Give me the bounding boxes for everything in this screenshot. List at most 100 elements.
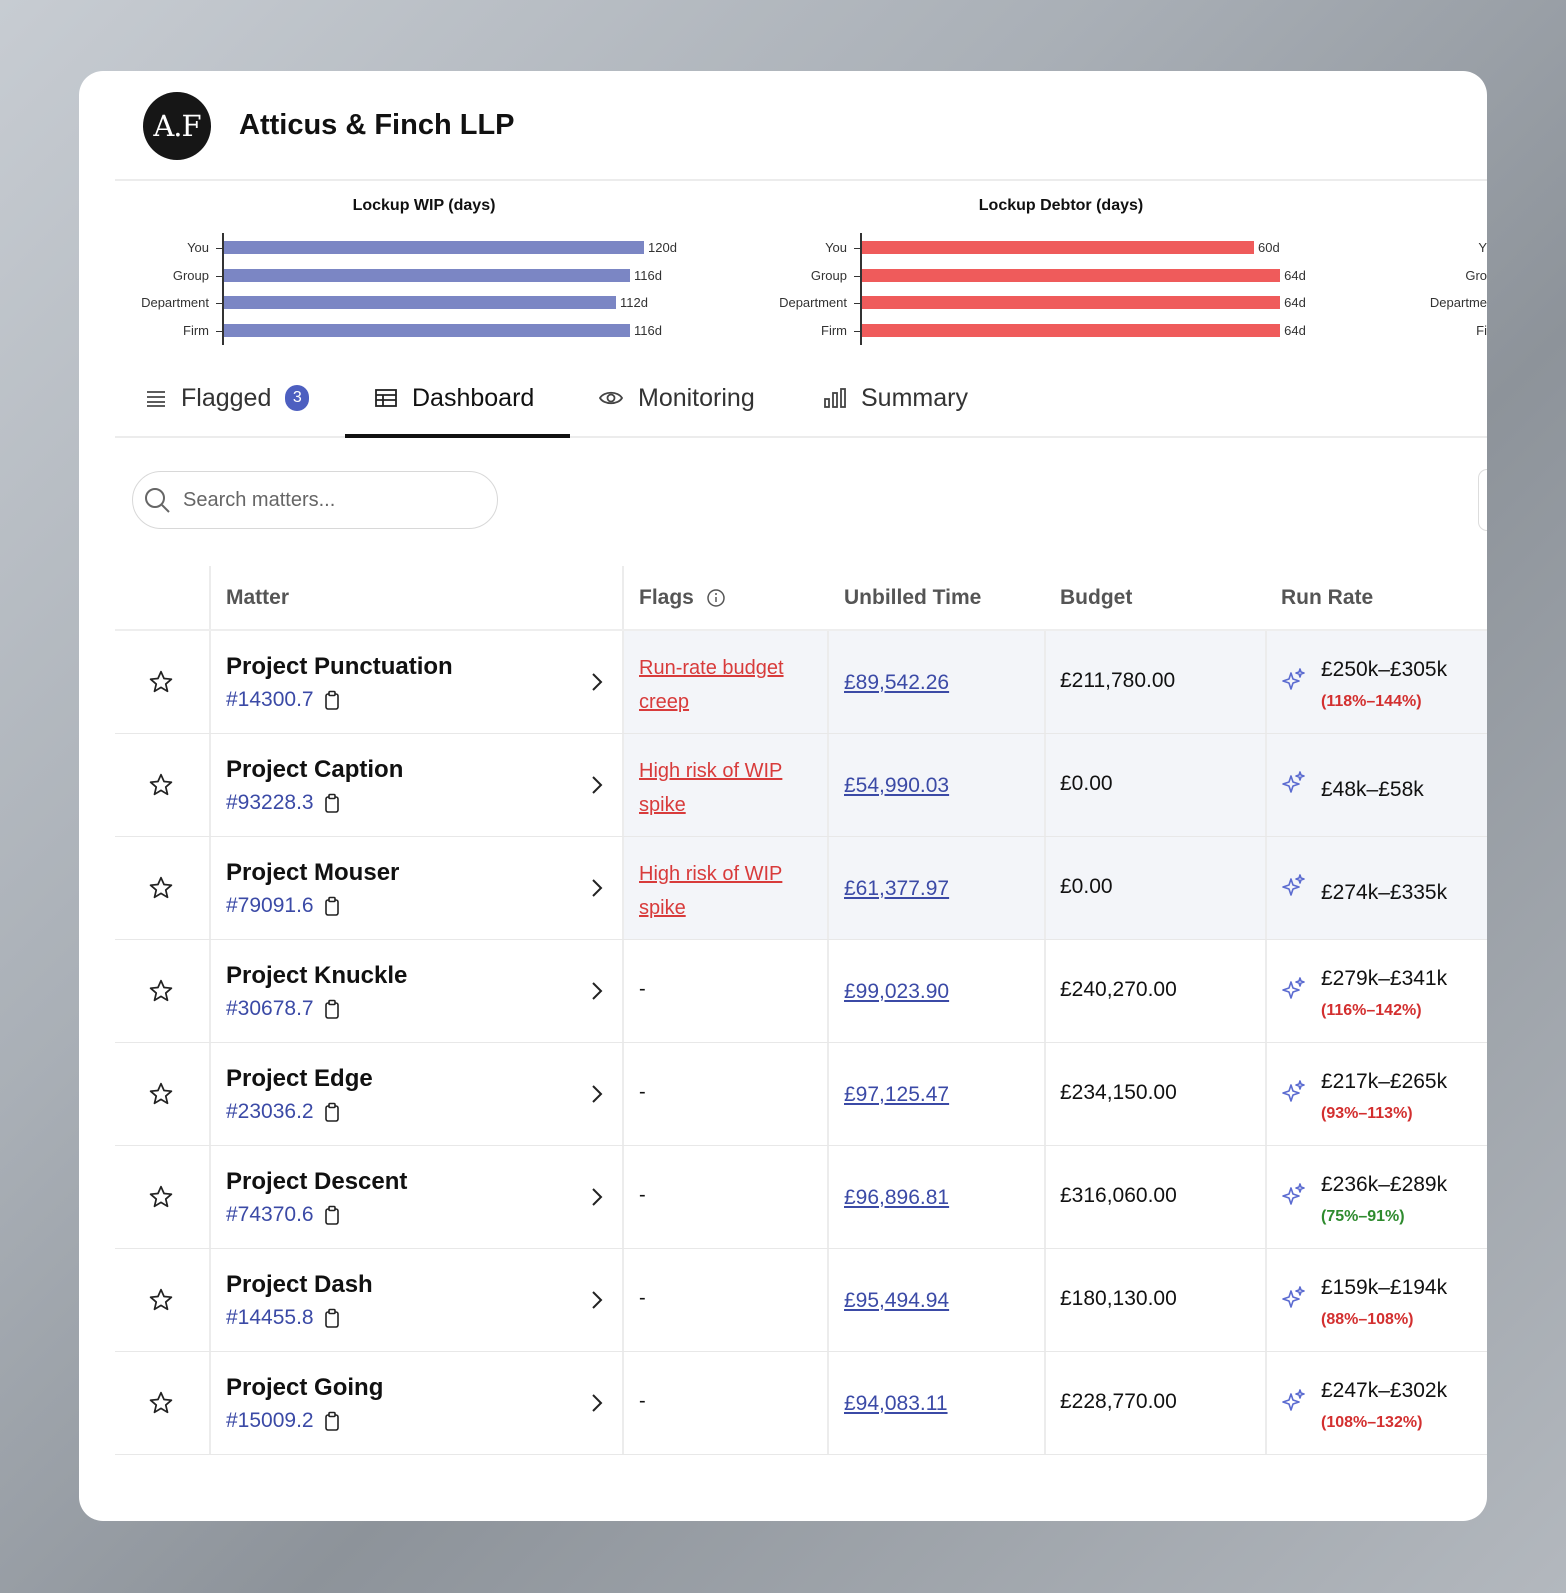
flag-link[interactable]: High risk of WIP spike xyxy=(639,863,783,919)
clipboard-icon[interactable] xyxy=(324,1205,340,1225)
chevron-right-icon[interactable] xyxy=(590,1289,604,1316)
flag-link[interactable]: Run-rate budget creep xyxy=(639,657,784,713)
clipboard-icon[interactable] xyxy=(324,896,340,916)
chart-tick xyxy=(854,276,860,277)
chart-bar[interactable] xyxy=(862,241,1254,254)
info-icon[interactable] xyxy=(706,588,726,608)
chart-data-label: 64d xyxy=(1284,295,1306,310)
table-row[interactable]: Project Going #15009.2 - £94,083.11 £228,770… xyxy=(115,1352,1487,1455)
search-box[interactable] xyxy=(132,471,498,529)
star-icon[interactable] xyxy=(148,1184,174,1215)
header-flags[interactable]: Flags xyxy=(639,566,726,629)
flag-link[interactable]: High risk of WIP spike xyxy=(639,760,783,816)
flagged-count-badge: 3 xyxy=(285,385,310,411)
star-icon[interactable] xyxy=(148,1287,174,1318)
tab-monitoring[interactable]: Monitoring xyxy=(598,378,755,418)
chevron-right-icon[interactable] xyxy=(590,774,604,801)
run-rate-range: £247k–£302k xyxy=(1321,1379,1448,1402)
chart-bar[interactable] xyxy=(862,324,1281,337)
chevron-right-icon[interactable] xyxy=(590,877,604,904)
header-unbilled-time[interactable]: Unbilled Time xyxy=(844,585,982,609)
star-icon[interactable] xyxy=(148,772,174,803)
sparkle-icon xyxy=(1281,1182,1307,1213)
star-icon[interactable] xyxy=(148,669,174,700)
matters-table: Matter Flags Unbilled Time Budget Run Ra… xyxy=(115,566,1487,1455)
clipboard-icon[interactable] xyxy=(324,1411,340,1431)
chart-category-label: Gro xyxy=(1465,268,1487,283)
tab-dashboard[interactable]: Dashboard xyxy=(374,378,534,418)
matter-name[interactable]: Project Knuckle xyxy=(226,962,408,989)
header-run-rate[interactable]: Run Rate xyxy=(1281,585,1374,609)
star-icon[interactable] xyxy=(148,875,174,906)
matter-id: #93228.3 xyxy=(226,791,340,815)
flag-empty: - xyxy=(639,1184,646,1206)
matter-name[interactable]: Project Punctuation xyxy=(226,653,453,680)
chevron-right-icon[interactable] xyxy=(590,1392,604,1419)
matter-name[interactable]: Project Edge xyxy=(226,1065,373,1092)
tab-dashboard-label: Dashboard xyxy=(412,383,535,412)
app-header: A.F Atticus & Finch LLP xyxy=(115,71,1487,181)
chart-bar[interactable] xyxy=(862,296,1281,309)
sparkle-icon xyxy=(1281,976,1307,1007)
clipboard-icon[interactable] xyxy=(324,1308,340,1328)
matter-name[interactable]: Project Mouser xyxy=(226,859,400,886)
toolbar-button-partial[interactable] xyxy=(1478,469,1487,531)
header-budget[interactable]: Budget xyxy=(1060,585,1133,609)
tab-summary[interactable]: Summary xyxy=(823,378,968,418)
star-icon[interactable] xyxy=(148,978,174,1009)
budget-value: £240,270.00 xyxy=(1060,978,1177,1001)
chart-category-label: You xyxy=(187,240,209,255)
chevron-right-icon[interactable] xyxy=(590,1083,604,1110)
table-row[interactable]: Project Caption #93228.3 High risk of WIP … xyxy=(115,734,1487,837)
unbilled-time-link[interactable]: £61,377.97 xyxy=(844,877,950,900)
clipboard-icon[interactable] xyxy=(324,793,340,813)
matter-number: #74370.6 xyxy=(226,1203,314,1226)
chart-category-label: Group xyxy=(810,268,847,283)
unbilled-time-link[interactable]: £99,023.90 xyxy=(844,980,950,1003)
matter-number: #93228.3 xyxy=(226,791,314,814)
table-row[interactable]: Project Dash #14455.8 - £95,494.94 £180,130.… xyxy=(115,1249,1487,1352)
chart-category-label: Department xyxy=(141,295,209,310)
chart-data-label: 60d xyxy=(1258,240,1280,255)
star-icon[interactable] xyxy=(148,1390,174,1421)
search-input[interactable] xyxy=(181,487,485,513)
clipboard-icon[interactable] xyxy=(324,1102,340,1122)
table-row[interactable]: Project Knuckle #30678.7 - £99,023.90 £240,2… xyxy=(115,940,1487,1043)
chart-bar[interactable] xyxy=(224,269,630,282)
chevron-right-icon[interactable] xyxy=(590,980,604,1007)
clipboard-icon[interactable] xyxy=(324,690,340,710)
sparkle-icon xyxy=(1281,873,1307,904)
unbilled-time-link[interactable]: £95,494.94 xyxy=(844,1289,950,1312)
matter-name[interactable]: Project Descent xyxy=(226,1168,408,1195)
matter-name[interactable]: Project Caption xyxy=(226,756,404,783)
run-rate-percent: (108%–132%) xyxy=(1321,1414,1423,1431)
matter-name[interactable]: Project Dash xyxy=(226,1271,373,1298)
chart-tick xyxy=(854,248,860,249)
unbilled-time-link[interactable]: £94,083.11 xyxy=(844,1392,948,1415)
table-row[interactable]: Project Mouser #79091.6 High risk of WIP s… xyxy=(115,837,1487,940)
chart-category-label: Y xyxy=(1478,240,1487,255)
chevron-right-icon[interactable] xyxy=(590,1186,604,1213)
tab-flagged[interactable]: Flagged 3 xyxy=(145,378,310,418)
table-row[interactable]: Project Punctuation #14300.7 Run-rate budg… xyxy=(115,631,1487,734)
unbilled-time-link[interactable]: £97,125.47 xyxy=(844,1083,950,1106)
run-rate-range: £250k–£305k xyxy=(1321,658,1448,681)
sparkle-icon xyxy=(1281,1285,1307,1316)
chart-tick xyxy=(216,303,222,304)
chart-bar[interactable] xyxy=(224,296,616,309)
unbilled-time-link[interactable]: £89,542.26 xyxy=(844,671,950,694)
run-rate-percent: (118%–144%) xyxy=(1321,693,1422,710)
clipboard-icon[interactable] xyxy=(324,999,340,1019)
table-row[interactable]: Project Edge #23036.2 - £97,125.47 £234,150.… xyxy=(115,1043,1487,1146)
chart-category-label: Departme xyxy=(1429,295,1487,310)
chart-bar[interactable] xyxy=(224,241,644,254)
unbilled-time-link[interactable]: £96,896.81 xyxy=(844,1186,950,1209)
chart-bar[interactable] xyxy=(224,324,630,337)
unbilled-time-link[interactable]: £54,990.03 xyxy=(844,774,950,797)
header-matter[interactable]: Matter xyxy=(226,585,290,609)
chevron-right-icon[interactable] xyxy=(590,671,604,698)
table-row[interactable]: Project Descent #74370.6 - £96,896.81 £316,0… xyxy=(115,1146,1487,1249)
star-icon[interactable] xyxy=(148,1081,174,1112)
matter-name[interactable]: Project Going xyxy=(226,1374,384,1401)
chart-bar[interactable] xyxy=(862,269,1281,282)
